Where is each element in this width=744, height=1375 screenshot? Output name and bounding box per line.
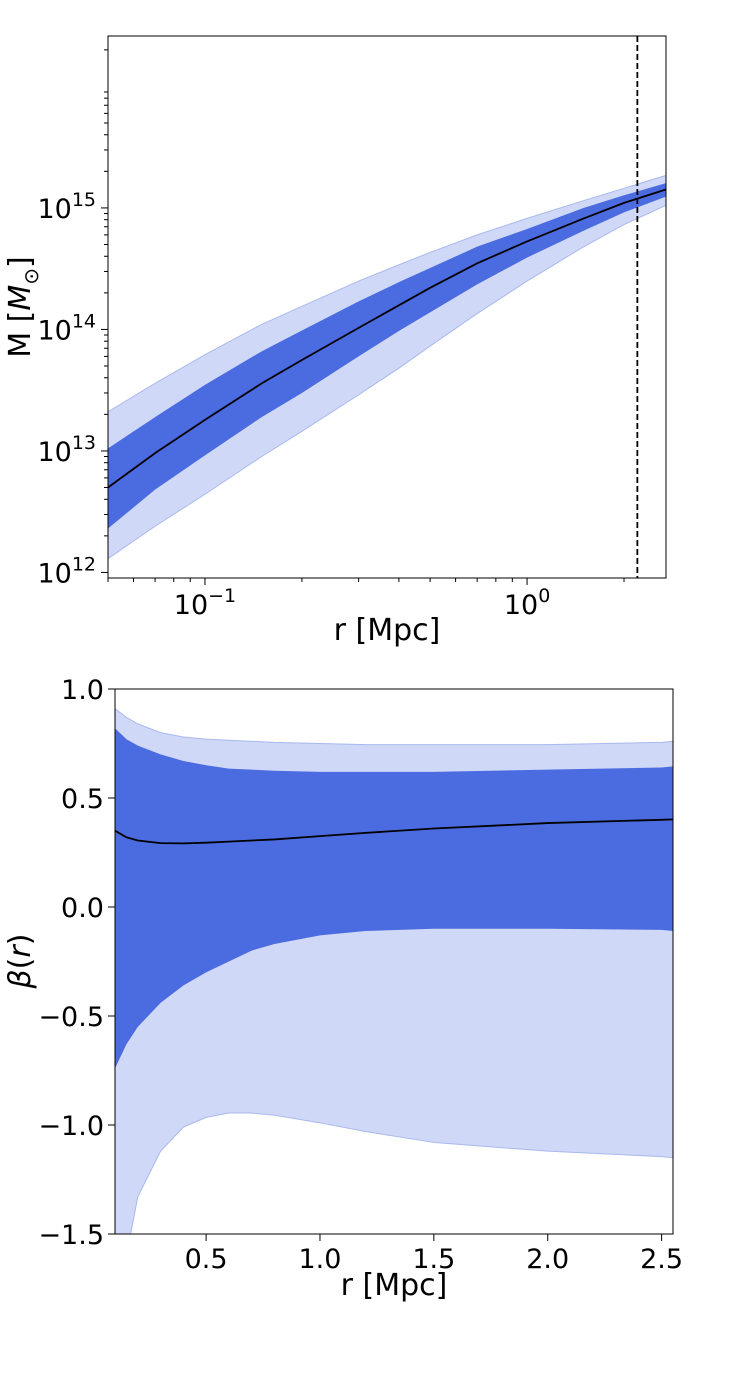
y-tick-label: 1012 (37, 553, 96, 589)
x-tick-label: 0.5 (185, 1244, 228, 1275)
inner-confidence-band (108, 183, 666, 529)
plot-frame (114, 688, 674, 1235)
y-axis-label: M [M⊙] (3, 256, 43, 358)
mass-profile-panel: 10−1 100 1012 1013 1014 1015 r [Mpc] M [M⊙] (3, 35, 667, 648)
y-tick-label: 0.0 (61, 893, 104, 924)
y-tick-label: 0.5 (61, 784, 104, 815)
x-tick-label: 1.0 (299, 1244, 342, 1275)
y-axis-label: β(r) (3, 934, 38, 990)
outer-confidence-band (108, 174, 666, 560)
median-beta-line (115, 818, 673, 845)
x-tick-label: 2.5 (640, 1244, 683, 1275)
x-tick-label: 10−1 (174, 585, 236, 621)
y-tick-label: −0.5 (38, 1002, 104, 1033)
inner-confidence-band (115, 728, 673, 1069)
y-tick-label: 1015 (37, 189, 96, 225)
y-axis-ticks: 1012 1013 1014 1015 (37, 49, 108, 589)
anisotropy-profile-panel: 0.5 1.0 1.5 2.0 2.5 −1.5 −1.0 −0.5 0.0 0.5 1.0 r … (3, 675, 683, 1303)
x-tick-label: 1.5 (412, 1244, 455, 1275)
x-tick-label: 2.0 (526, 1244, 569, 1275)
y-tick-label: −1.0 (38, 1111, 104, 1142)
x-axis-ticks: 10−1 100 (107, 578, 625, 621)
x-axis-label: r [Mpc] (334, 613, 441, 648)
plot-frame (107, 35, 667, 579)
y-tick-label: −1.5 (38, 1220, 104, 1251)
median-mass-line (108, 188, 666, 489)
y-tick-label: 1013 (37, 432, 96, 468)
x-tick-label: 100 (504, 585, 550, 621)
x-axis-ticks: 0.5 1.0 1.5 2.0 2.5 (185, 1234, 683, 1275)
y-axis-ticks: −1.5 −1.0 −0.5 0.0 0.5 1.0 (38, 675, 115, 1251)
x-axis-label: r [Mpc] (341, 1268, 448, 1303)
y-tick-label: 1.0 (61, 675, 104, 706)
y-tick-label: 1014 (37, 310, 96, 346)
